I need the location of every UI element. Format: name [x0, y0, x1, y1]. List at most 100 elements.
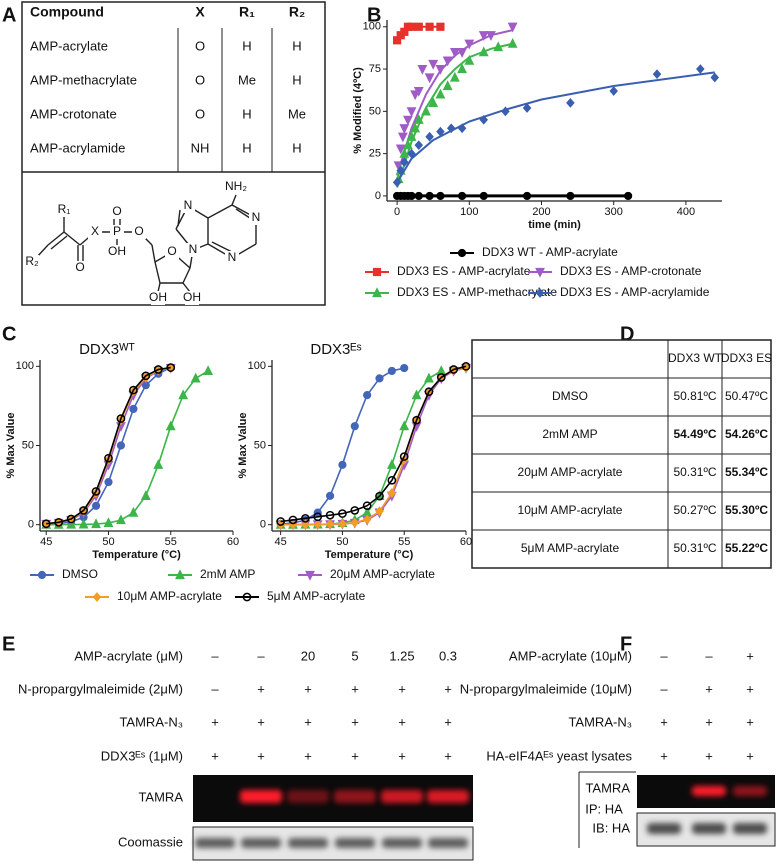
label: 50.31ºC: [673, 465, 716, 479]
gel: [193, 775, 473, 822]
atom-bg: [110, 205, 124, 219]
bond: [63, 231, 81, 246]
label: +: [660, 714, 668, 729]
label: 54.26ºC: [725, 427, 768, 441]
marker: [403, 115, 413, 126]
marker: [387, 488, 397, 498]
marker: [425, 22, 434, 31]
label: +: [257, 714, 265, 729]
label: 10μM AMP-acrylate: [518, 503, 623, 517]
legend-marker: [175, 569, 185, 580]
atom-bg: [73, 261, 87, 275]
label: –: [211, 648, 219, 663]
gel-band: [692, 823, 726, 834]
marker: [301, 519, 310, 530]
label: 25: [369, 148, 381, 160]
marker: [414, 22, 423, 31]
label: +: [705, 681, 713, 696]
label: 300: [605, 206, 623, 218]
label: % Modified (4ºC): [352, 67, 364, 154]
atom-bg: [110, 225, 124, 239]
legend-marker: [37, 570, 47, 580]
marker: [414, 140, 424, 151]
bond: [50, 235, 68, 250]
label: N-propargylmaleimide (2μM): [18, 681, 183, 696]
plot: [41, 363, 214, 530]
marker: [566, 98, 575, 108]
label: OH: [183, 290, 201, 304]
label: H: [242, 140, 251, 155]
label: 400: [677, 206, 695, 218]
atom-bg: [249, 211, 263, 225]
label: OH: [149, 290, 167, 304]
legend-marker: [535, 288, 545, 298]
marker: [91, 501, 101, 510]
label: Me: [238, 72, 256, 87]
marker: [178, 389, 189, 400]
marker: [406, 107, 417, 118]
fit-curve: [396, 71, 715, 183]
label: –: [211, 681, 219, 696]
label: +: [257, 748, 265, 763]
marker: [403, 139, 413, 150]
series-line: [280, 367, 405, 525]
label: TAMRA-N₃: [119, 714, 183, 729]
marker: [428, 97, 439, 107]
marker: [479, 191, 488, 201]
label: 55: [165, 536, 177, 548]
label: AMP-acrylamide: [30, 140, 125, 155]
fit-curve: [396, 42, 513, 188]
label: P: [113, 224, 121, 238]
legend-marker: [535, 267, 545, 278]
gel: [192, 826, 474, 861]
marker: [104, 477, 113, 487]
marker: [350, 506, 360, 515]
label: H: [292, 38, 301, 53]
label: B: [367, 4, 381, 26]
label: AMP-acrylate (μM): [74, 648, 183, 663]
marker: [425, 131, 434, 142]
atom-bg: [165, 245, 179, 259]
series-line: [46, 367, 171, 525]
label: DMSO: [552, 389, 588, 403]
marker: [400, 157, 409, 167]
label: 50: [22, 439, 34, 451]
plot: [275, 361, 471, 531]
label: H: [292, 140, 301, 155]
marker: [652, 69, 662, 79]
bond: [151, 244, 156, 263]
marker: [313, 512, 323, 522]
label: DDX3ᴱˢ (1μM): [101, 748, 183, 763]
marker: [313, 519, 322, 530]
marker: [91, 518, 101, 529]
marker: [399, 420, 410, 431]
marker: [501, 106, 510, 117]
marker: [338, 519, 347, 529]
label: 50: [102, 536, 114, 548]
label: 1.25: [389, 648, 414, 663]
marker: [457, 48, 467, 58]
label: DDX3 ES - AMP-methacrylate: [397, 285, 557, 299]
marker: [436, 373, 446, 382]
marker: [417, 64, 428, 75]
label: 2mM AMP: [200, 567, 255, 581]
marker: [507, 22, 518, 33]
plot: [392, 22, 720, 201]
label: 55.30ºC: [725, 503, 768, 517]
marker: [464, 39, 475, 50]
marker: [350, 422, 359, 431]
label: +: [746, 681, 754, 696]
bond: [154, 261, 161, 284]
marker: [375, 374, 384, 383]
label: +: [444, 714, 452, 729]
marker: [387, 475, 397, 485]
gel-band: [288, 838, 328, 848]
marker: [190, 372, 201, 383]
label: 100: [16, 360, 34, 372]
label: AMP-crotonate: [30, 106, 117, 121]
marker: [411, 389, 422, 400]
marker: [276, 517, 285, 526]
bond: [177, 209, 181, 227]
atom-bg: [110, 245, 124, 259]
label: Temperature (°C): [92, 549, 181, 561]
